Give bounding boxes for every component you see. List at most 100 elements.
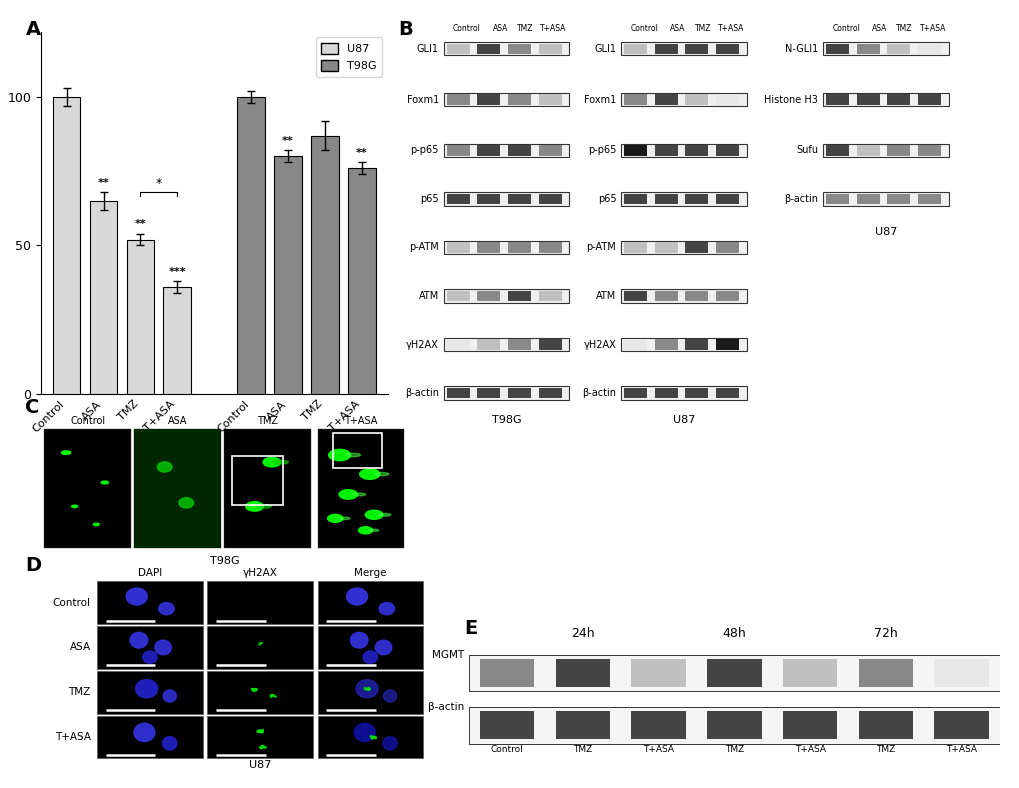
Ellipse shape (143, 651, 157, 663)
Ellipse shape (130, 632, 148, 648)
Bar (715, 145, 739, 156)
Bar (507, 43, 530, 54)
Bar (858, 712, 912, 739)
Circle shape (374, 737, 375, 738)
Ellipse shape (273, 460, 288, 464)
Text: TMZ: TMZ (517, 24, 533, 33)
Text: γH2AX: γH2AX (406, 340, 438, 350)
Circle shape (371, 738, 373, 739)
Circle shape (374, 737, 376, 738)
Bar (446, 291, 469, 301)
Bar (624, 388, 646, 399)
Text: ASA: ASA (871, 24, 887, 33)
Text: Control: Control (832, 24, 859, 33)
Text: ASA: ASA (69, 642, 91, 652)
Bar (715, 388, 739, 399)
Text: p-ATM: p-ATM (409, 243, 438, 252)
Text: γH2AX: γH2AX (243, 568, 277, 578)
Circle shape (71, 505, 77, 507)
Bar (825, 145, 848, 156)
Bar (621, 386, 746, 400)
Bar (97, 626, 203, 669)
Ellipse shape (263, 458, 280, 467)
Text: *: * (156, 177, 162, 191)
Text: ASA: ASA (669, 24, 685, 33)
Bar (317, 582, 423, 624)
Ellipse shape (375, 640, 391, 655)
Text: Histone H3: Histone H3 (763, 95, 817, 105)
Text: TMZ: TMZ (257, 416, 278, 426)
Ellipse shape (328, 449, 351, 461)
Circle shape (373, 737, 375, 738)
Circle shape (366, 689, 368, 690)
Circle shape (101, 481, 108, 484)
Bar (538, 194, 561, 204)
Circle shape (258, 730, 260, 731)
Bar (90, 201, 117, 394)
Circle shape (258, 732, 260, 733)
Bar (887, 194, 910, 204)
Bar (97, 582, 203, 624)
Bar (887, 43, 910, 54)
Bar (274, 156, 302, 394)
Ellipse shape (163, 690, 176, 702)
Text: γH2AX: γH2AX (583, 340, 615, 350)
Bar (715, 43, 739, 54)
Text: 48h: 48h (721, 627, 746, 640)
Bar (477, 339, 500, 350)
Text: TMZ: TMZ (573, 745, 592, 754)
Text: 24h: 24h (571, 627, 594, 640)
Text: DAPI: DAPI (138, 568, 162, 578)
Text: T+ASA: T+ASA (643, 745, 674, 754)
Circle shape (371, 737, 372, 738)
Text: N-GLI1: N-GLI1 (785, 44, 817, 54)
Bar (654, 95, 678, 105)
Bar (477, 43, 500, 54)
Bar (507, 145, 530, 156)
Bar (538, 339, 561, 350)
Bar (446, 242, 469, 253)
Text: TMZ: TMZ (896, 24, 912, 33)
Bar (135, 429, 220, 548)
Circle shape (261, 747, 263, 748)
Text: A: A (25, 20, 41, 39)
Bar (507, 339, 530, 350)
Circle shape (261, 745, 263, 746)
Bar (685, 43, 707, 54)
Bar (224, 429, 311, 548)
Bar (825, 95, 848, 105)
Bar (555, 659, 609, 686)
Text: β-actin: β-actin (582, 388, 615, 398)
Bar (443, 43, 569, 55)
Bar (685, 339, 707, 350)
Circle shape (261, 748, 262, 749)
Bar (856, 194, 878, 204)
Text: Sufu: Sufu (796, 145, 817, 155)
Text: T+ASA: T+ASA (919, 24, 946, 33)
Ellipse shape (346, 588, 367, 605)
Ellipse shape (382, 737, 396, 750)
Text: T+ASA: T+ASA (794, 745, 824, 754)
Circle shape (255, 689, 257, 690)
Bar (621, 289, 746, 303)
Text: GLI1: GLI1 (594, 44, 615, 54)
Bar (783, 659, 837, 686)
Bar (917, 145, 940, 156)
Bar (715, 194, 739, 204)
Bar (706, 712, 761, 739)
Circle shape (258, 731, 260, 732)
Circle shape (373, 737, 375, 738)
Circle shape (253, 689, 254, 690)
Text: Control: Control (630, 24, 657, 33)
Text: p65: p65 (420, 194, 438, 204)
Bar (825, 194, 848, 204)
Bar (917, 43, 940, 54)
Y-axis label: Survival %: Survival % (0, 176, 4, 250)
Circle shape (260, 748, 262, 749)
Text: β-actin: β-actin (784, 194, 817, 204)
Text: ***: *** (168, 266, 185, 277)
Bar (621, 143, 746, 157)
Bar (237, 97, 265, 394)
Bar (318, 429, 404, 548)
Bar (45, 429, 130, 548)
